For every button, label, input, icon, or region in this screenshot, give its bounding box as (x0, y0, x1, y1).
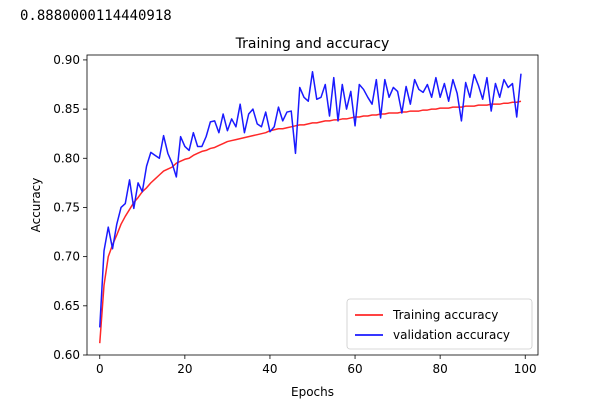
y-tick-label: 0.75 (53, 200, 80, 214)
y-tick-label: 0.70 (53, 250, 80, 264)
legend-label: validation accuracy (393, 328, 510, 342)
y-tick-label: 0.80 (53, 151, 80, 165)
y-tick-label: 0.85 (53, 102, 80, 116)
legend: Training accuracy validation accuracy (346, 298, 533, 350)
cell-output-value: 0.8880000114440918 (20, 8, 172, 24)
x-tick-label: 0 (96, 362, 104, 376)
x-tick-label: 80 (433, 362, 448, 376)
y-axis-ticks: 0.60 0.65 0.70 0.75 0.80 0.85 0.90 (53, 53, 87, 362)
x-tick-label: 100 (514, 362, 537, 376)
y-axis-title: Accuracy (29, 178, 43, 233)
y-tick-label: 0.65 (53, 299, 80, 313)
x-tick-label: 60 (347, 362, 362, 376)
x-axis-ticks: 0 20 40 60 80 100 (96, 355, 537, 376)
y-tick-label: 0.60 (53, 348, 80, 362)
series-lines (99, 70, 522, 344)
x-axis-title: Epochs (291, 385, 334, 399)
training-accuracy-line (99, 100, 522, 344)
x-tick-label: 20 (177, 362, 192, 376)
validation-accuracy-line (99, 70, 522, 328)
chart-title: Training and accuracy (235, 36, 390, 52)
plot-frame (86, 54, 539, 356)
y-tick-label: 0.90 (53, 53, 80, 67)
legend-label: Training accuracy (392, 308, 498, 322)
x-tick-label: 40 (262, 362, 277, 376)
legend-box (346, 298, 533, 350)
